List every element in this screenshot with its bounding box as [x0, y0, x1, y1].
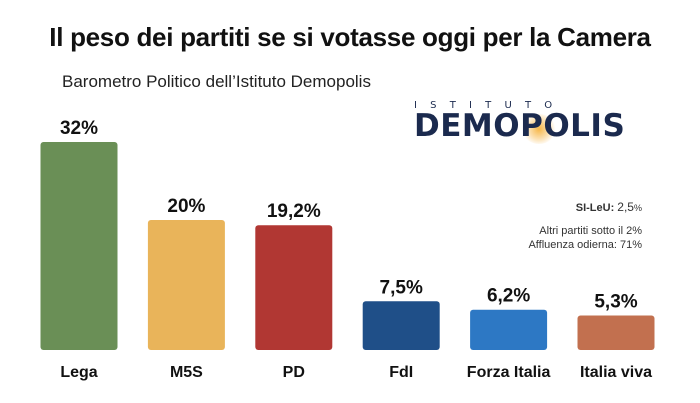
category-label: M5S	[170, 364, 203, 381]
bar-pd	[255, 225, 333, 350]
note-other-parties: Altri partiti sotto il 2%	[539, 225, 642, 237]
bar-lega	[40, 142, 118, 350]
value-label: 7,5%	[380, 277, 423, 298]
category-label: Italia viva	[580, 364, 652, 381]
note-turnout: Affluenza odierna: 71%	[528, 239, 642, 251]
value-label: 5,3%	[594, 292, 637, 313]
sileu-note: SI-LeU: 2,5%	[528, 200, 642, 214]
category-label: FdI	[389, 364, 413, 381]
logo-glow-icon	[522, 114, 556, 144]
category-label: Lega	[60, 364, 97, 381]
demopolis-logo: ISTITUTO DEMOPOLIS	[414, 100, 644, 144]
sileu-value: 2,5	[617, 200, 634, 214]
bar-m5s	[147, 220, 225, 350]
sileu-unit: %	[633, 203, 642, 213]
chart-subtitle: Barometro Politico dell’Istituto Demopol…	[62, 72, 371, 91]
chart-title: Il peso dei partiti se si votasse oggi p…	[49, 22, 651, 52]
value-label: 20%	[167, 196, 205, 217]
category-label: Forza Italia	[467, 364, 551, 381]
value-label: 32%	[60, 118, 98, 139]
value-label: 19,2%	[267, 201, 321, 222]
logo-main-text: DEMOPOLIS	[414, 108, 626, 144]
category-label: PD	[283, 364, 305, 381]
bar-italia-viva	[577, 315, 655, 350]
bar-fdi	[362, 301, 440, 350]
logo-top-text: ISTITUTO	[414, 100, 566, 111]
sileu-label: SI-LeU:	[575, 202, 615, 214]
chart-notes: SI-LeU: 2,5% Altri partiti sotto il 2% A…	[528, 200, 642, 252]
bar-forza-italia	[470, 309, 548, 350]
value-label: 6,2%	[487, 286, 530, 307]
